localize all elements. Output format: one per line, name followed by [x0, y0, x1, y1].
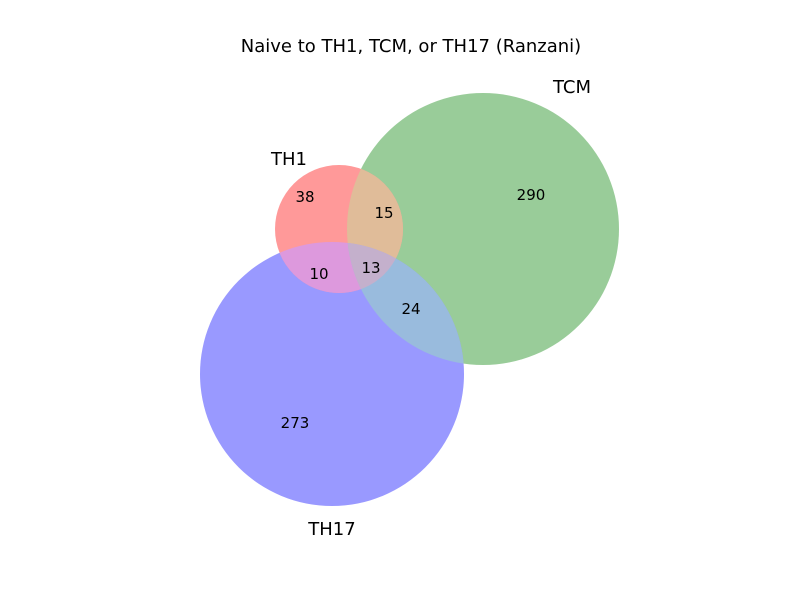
count-th1-tcm: 15	[374, 204, 393, 222]
count-tcm-th17: 24	[401, 300, 420, 318]
set-label-tcm: TCM	[552, 77, 591, 98]
tcm-th17-overlap	[347, 242, 464, 365]
chart-title: Naive to TH1, TCM, or TH17 (Ranzani)	[241, 36, 581, 57]
set-label-th1: TH1	[270, 149, 307, 170]
count-th1-only: 38	[295, 188, 314, 206]
count-th1-th17: 10	[309, 265, 328, 283]
set-label-th17: TH17	[307, 519, 355, 540]
count-th17-only: 273	[281, 414, 310, 432]
count-tcm-only: 290	[517, 186, 546, 204]
count-all-three: 13	[361, 259, 380, 277]
